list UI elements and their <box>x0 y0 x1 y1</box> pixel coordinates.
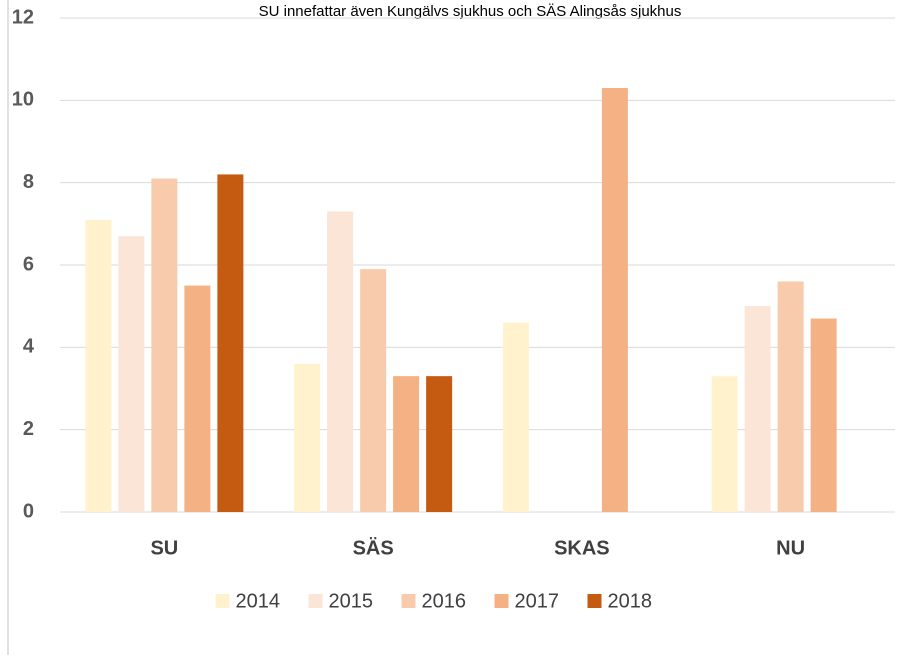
y-tick-label: 6 <box>23 253 34 275</box>
y-tick-label: 12 <box>12 6 34 28</box>
bar <box>744 306 771 512</box>
y-tick-label: 0 <box>23 500 34 522</box>
bar <box>502 322 529 512</box>
bar <box>711 376 738 512</box>
bar <box>151 178 178 513</box>
bar <box>118 236 145 512</box>
bar <box>777 281 804 512</box>
legend-label: 2016 <box>422 590 467 612</box>
legend-label: 2014 <box>236 590 281 612</box>
bar <box>426 376 453 512</box>
y-tick-label: 8 <box>23 171 34 193</box>
chart-title: SU innefattar även Kungälvs sjukhus och … <box>259 3 682 20</box>
legend-swatch <box>215 594 230 608</box>
y-tick-label: 4 <box>23 336 35 358</box>
legend-label: 2018 <box>608 590 653 612</box>
y-tick-label: 2 <box>23 418 34 440</box>
bar <box>184 285 211 512</box>
bar <box>327 211 354 512</box>
legend-swatch <box>587 594 602 608</box>
bar <box>360 269 387 512</box>
legend-swatch <box>401 594 416 608</box>
x-tick-label: NU <box>776 537 805 559</box>
bar <box>85 219 112 512</box>
legend-label: 2015 <box>329 590 374 612</box>
bar <box>393 376 420 512</box>
legend-swatch <box>308 594 323 608</box>
bar <box>810 318 837 512</box>
bar <box>217 174 244 512</box>
x-tick-label: SU <box>150 537 178 559</box>
bar <box>294 363 321 512</box>
legend-label: 2017 <box>515 590 560 612</box>
legend-swatch <box>494 594 509 608</box>
x-tick-label: SKAS <box>554 537 610 559</box>
x-tick-label: SÄS <box>353 536 394 559</box>
y-tick-label: 10 <box>12 89 34 111</box>
bar <box>601 87 628 512</box>
